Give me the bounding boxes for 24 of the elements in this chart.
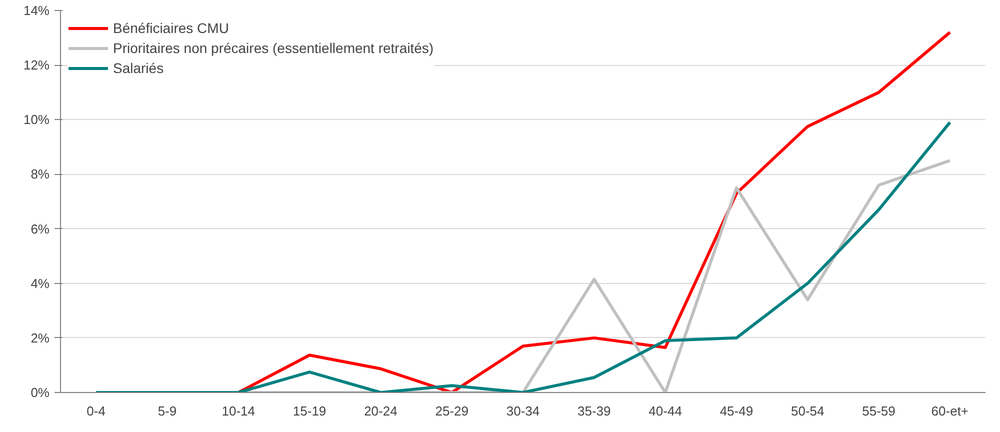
y-tick-label: 14% (23, 3, 50, 18)
y-tick-label: 12% (23, 58, 50, 73)
x-tick-label: 50-54 (790, 404, 824, 418)
x-tick-label: 60-et+ (931, 404, 969, 418)
x-tick-label: 5-9 (158, 404, 177, 418)
x-tick-label: 25-29 (435, 404, 468, 418)
y-tick-label: 2% (30, 330, 50, 346)
x-tick-label: 55-59 (862, 404, 896, 418)
x-tick-label: 15-19 (292, 404, 326, 418)
x-tick-label: 45-49 (720, 404, 754, 418)
y-tick-label: 0% (30, 385, 50, 400)
legend-label: Bénéficiaires CMU (113, 20, 229, 36)
y-tick-label: 10% (23, 112, 50, 128)
legend-label: Prioritaires non précaires (essentiellement retraités) (113, 40, 434, 56)
y-tick-label: 6% (30, 221, 50, 236)
x-tick-label: 30-34 (506, 404, 540, 418)
x-tick-label: 40-44 (648, 404, 682, 418)
legend-label: Salariés (113, 60, 164, 76)
x-tick-label: 35-39 (578, 404, 611, 418)
x-tick-label: 20-24 (364, 404, 398, 418)
x-tick-label: 10-14 (222, 404, 256, 418)
x-tick-label: 0-4 (86, 404, 106, 418)
y-tick-label: 4% (30, 276, 50, 291)
y-tick-label: 8% (30, 166, 50, 182)
